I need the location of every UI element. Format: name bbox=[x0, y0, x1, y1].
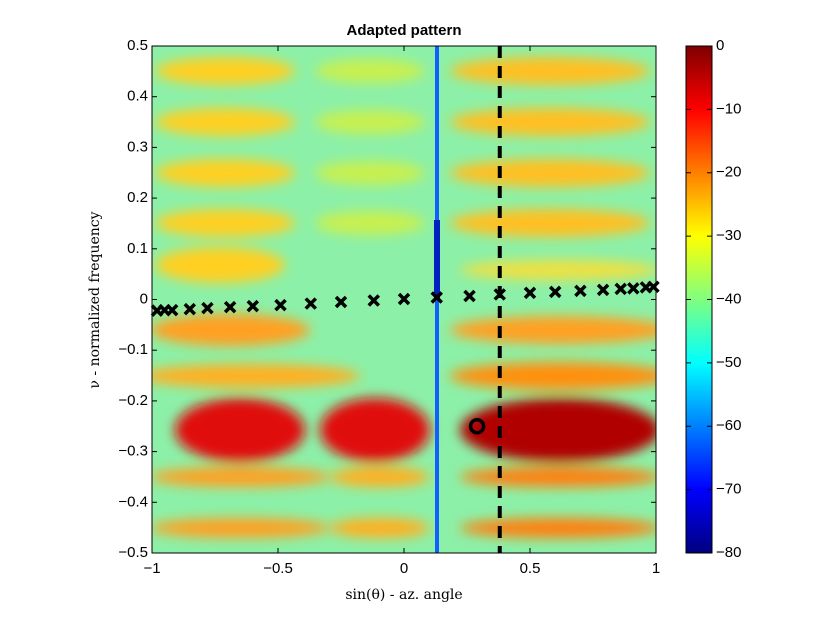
x-tick-label: 0.5 bbox=[520, 560, 541, 577]
clutter-marker bbox=[627, 282, 640, 295]
heatmap-lobe bbox=[155, 108, 295, 136]
y-tick-label: 0.2 bbox=[127, 189, 148, 206]
heatmap-lobe bbox=[450, 108, 650, 136]
heatmap-lobe bbox=[315, 211, 425, 235]
clutter-marker bbox=[334, 295, 348, 309]
colorbar-tick-label: −50 bbox=[716, 354, 741, 371]
clutter-marker bbox=[246, 299, 260, 313]
clutter-marker bbox=[430, 291, 443, 304]
y-tick-label: −0.4 bbox=[118, 493, 148, 510]
heatmap-lobe bbox=[460, 518, 656, 538]
chart-title: Adapted pattern bbox=[346, 22, 461, 39]
clutter-marker bbox=[548, 285, 562, 299]
heatmap-lobe bbox=[155, 209, 295, 237]
colorbar-tick-label: 0 bbox=[716, 37, 724, 54]
x-tick-label: 0 bbox=[400, 560, 408, 577]
colorbar-tick-label: −80 bbox=[716, 544, 741, 561]
clutter-marker bbox=[165, 303, 179, 317]
clutter-marker bbox=[304, 297, 317, 310]
heatmap-lobe bbox=[450, 362, 656, 390]
y-tick-label: −0.5 bbox=[118, 544, 148, 561]
heatmap-lobe bbox=[315, 110, 425, 134]
y-tick-label: 0.5 bbox=[127, 37, 148, 54]
heatmap-lobe bbox=[315, 59, 425, 83]
clutter-marker bbox=[523, 286, 537, 300]
y-tick-label: −0.3 bbox=[118, 443, 148, 460]
heatmap-lobe bbox=[152, 467, 330, 487]
heatmap-lobe bbox=[450, 316, 656, 344]
clutter-marker bbox=[647, 280, 660, 294]
clutter-marker bbox=[201, 301, 214, 315]
heatmap-lobe bbox=[450, 57, 650, 85]
heatmap-lobe bbox=[152, 364, 360, 388]
heatmap-lobe bbox=[460, 260, 656, 280]
heatmap-lobe bbox=[460, 398, 656, 462]
heatmap-lobe bbox=[315, 161, 425, 185]
clutter-marker bbox=[493, 288, 506, 301]
heatmap-lobe bbox=[155, 57, 295, 85]
heatmap-lobe bbox=[152, 518, 330, 538]
y-axis-label: ν - normalized frequency bbox=[87, 211, 103, 388]
clutter-marker bbox=[596, 283, 610, 297]
heatmap-lobe bbox=[320, 398, 430, 462]
clutter-marker bbox=[614, 282, 627, 296]
clutter-marker bbox=[367, 294, 380, 307]
clutter-marker bbox=[463, 289, 476, 303]
colorbar-tick-label: −30 bbox=[716, 227, 741, 244]
clutter-marker bbox=[223, 300, 237, 314]
clutter-marker bbox=[574, 284, 587, 298]
x-tick-label: 1 bbox=[652, 560, 660, 577]
heatmap-lobe bbox=[450, 209, 650, 237]
y-tick-label: 0.4 bbox=[127, 88, 148, 105]
y-tick-label: −0.1 bbox=[118, 341, 148, 358]
colorbar-tick-label: −70 bbox=[716, 481, 741, 498]
y-tick-label: 0.1 bbox=[127, 240, 148, 257]
heatmap-lobe bbox=[330, 467, 430, 487]
colorbar-tick-label: −40 bbox=[716, 290, 741, 307]
target-marker bbox=[468, 418, 486, 435]
heatmap-lobe bbox=[152, 314, 310, 346]
colorbar-tick-label: −10 bbox=[716, 100, 741, 117]
heatmap-lobe bbox=[155, 159, 295, 187]
clutter-marker bbox=[274, 298, 287, 312]
colorbar-tick-label: −60 bbox=[716, 417, 741, 434]
clutter-marker bbox=[183, 302, 197, 316]
heatmap-lobe bbox=[330, 518, 430, 538]
heatmap-lobe bbox=[460, 467, 656, 487]
y-tick-label: 0.3 bbox=[127, 138, 148, 155]
heatmap-lobe bbox=[175, 398, 305, 462]
x-axis-label: sin(θ) - az. angle bbox=[345, 587, 462, 603]
heatmap-lobe bbox=[450, 159, 650, 187]
clutter-marker bbox=[397, 292, 411, 306]
x-tick-label: −0.5 bbox=[263, 560, 293, 577]
heatmap-lobe bbox=[155, 247, 285, 283]
y-tick-label: −0.2 bbox=[118, 392, 148, 409]
x-tick-label: −1 bbox=[143, 560, 160, 577]
y-tick-label: 0 bbox=[140, 290, 148, 307]
colorbar-tick-label: −20 bbox=[716, 164, 741, 181]
